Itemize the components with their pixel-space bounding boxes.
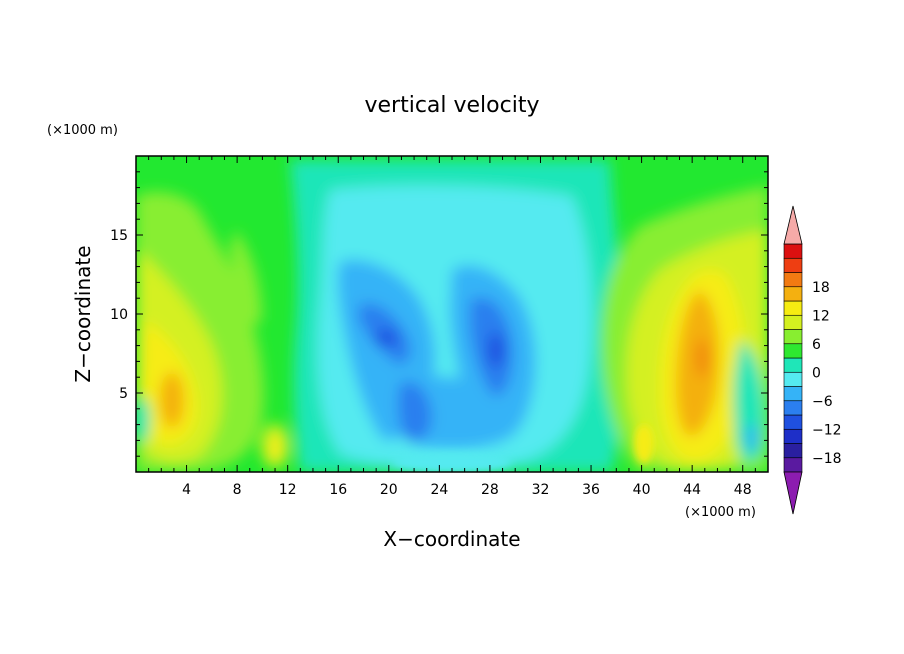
y-tick-label: 5 (119, 386, 128, 402)
colorbar-segment (783, 343, 803, 359)
colorbar-segment (783, 414, 803, 430)
mid-left-updraft-core (269, 436, 281, 460)
colorbar-over-triangle (783, 205, 803, 245)
colorbar-segment (783, 257, 803, 273)
colorbar-tick-label: 0 (812, 365, 821, 381)
right-edge-downdraft-core (746, 424, 758, 452)
contour-field (136, 156, 768, 472)
colorbar-tick-label: −12 (812, 422, 842, 438)
colorbar-segment (783, 400, 803, 416)
x-tick-label: 40 (633, 482, 651, 498)
y-axis-unit: (×1000 m) (47, 123, 118, 138)
colorbar-segment (783, 457, 803, 473)
downdraft-deep-left (374, 330, 398, 346)
x-tick-label: 32 (532, 482, 550, 498)
colorbar-tick-label: −18 (812, 451, 842, 467)
y-tick-label: 10 (110, 307, 128, 323)
colorbar-under-triangle (783, 471, 803, 515)
x-tick-label: 20 (380, 482, 398, 498)
colorbar-segment (783, 329, 803, 345)
downdraft-deep-right (488, 332, 504, 368)
right-orange-inner (697, 338, 707, 378)
colorbar-segment (783, 243, 803, 259)
colorbar: −18 −12 −6 0 6 12 18 (783, 205, 842, 515)
x-tick-label: 36 (582, 482, 600, 498)
colorbar-segment (783, 314, 803, 330)
x-tick-label: 48 (734, 482, 752, 498)
colorbar-segment (783, 443, 803, 459)
colorbar-tick-label: 6 (812, 337, 821, 353)
x-tick-label: 44 (683, 482, 701, 498)
y-tick-label: 15 (110, 228, 128, 244)
colorbar-segment (783, 371, 803, 387)
colorbar-segment (783, 357, 803, 373)
x-tick-label: 8 (233, 482, 242, 498)
colorbar-tick-label: 12 (812, 308, 830, 324)
x-axis-title: X−coordinate (383, 527, 520, 551)
colorbar-segment (783, 272, 803, 288)
colorbar-segment (783, 428, 803, 444)
x-tick-label: 24 (430, 482, 448, 498)
x-tick-label: 12 (279, 482, 297, 498)
x-tick-label: 28 (481, 482, 499, 498)
y-axis: 5 10 15 (110, 171, 768, 457)
central-bottom-teal (392, 452, 512, 472)
colorbar-tick-label: 18 (812, 280, 830, 296)
colorbar-segment (783, 386, 803, 402)
right-lower-updraft (634, 424, 654, 464)
colorbar-segment (783, 286, 803, 302)
downdraft-core-lower (398, 381, 432, 442)
left-orange-core (160, 372, 184, 428)
y-axis-title: Z−coordinate (71, 245, 95, 382)
x-axis: 4 8 12 16 20 24 28 32 36 40 44 48 (148, 156, 756, 498)
colorbar-segment (783, 300, 803, 316)
chart-title: vertical velocity (364, 93, 539, 118)
left-lightgreen-branch (230, 230, 262, 330)
colorbar-tick-label: −6 (812, 394, 833, 410)
x-tick-label: 4 (182, 482, 191, 498)
right-edge-downdraft (733, 340, 766, 463)
x-tick-label: 16 (329, 482, 347, 498)
x-axis-unit: (×1000 m) (685, 505, 756, 520)
